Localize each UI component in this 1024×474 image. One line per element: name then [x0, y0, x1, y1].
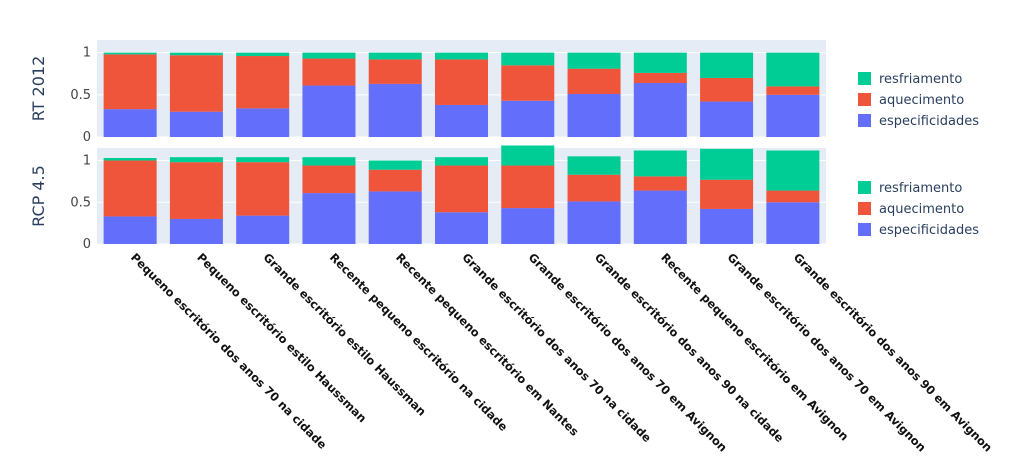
legend-swatch-aquecimento	[858, 202, 871, 215]
bar-resfriamento	[766, 52, 820, 87]
bar-especificidades	[302, 193, 356, 244]
bar-aquecimento	[567, 68, 621, 94]
bar-especificidades	[766, 94, 820, 137]
bar-aquecimento	[700, 77, 754, 102]
bar-aquecimento	[169, 55, 223, 112]
legend-label: aquecimento	[879, 202, 964, 217]
bar-aquecimento	[302, 165, 356, 194]
bar-aquecimento	[567, 174, 621, 202]
bar-resfriamento	[103, 158, 157, 161]
legend-label: especificidades	[879, 114, 979, 129]
bar-resfriamento	[302, 52, 356, 59]
bar-aquecimento	[236, 56, 290, 109]
bar-aquecimento	[368, 59, 422, 84]
bar-especificidades	[501, 100, 555, 137]
y-tick-label: 1	[83, 154, 91, 169]
bar-aquecimento	[501, 65, 555, 101]
y-tick-label: 0	[83, 130, 91, 145]
panel-0: 0 0.5 1 RT 2012 resfriamento aquecimento espec…	[29, 40, 979, 145]
bar-especificidades	[368, 83, 422, 137]
bar-resfriamento	[434, 157, 489, 166]
legend-label: especificidades	[879, 223, 979, 238]
bar-resfriamento	[700, 148, 754, 180]
legend-swatch-resfriamento	[858, 72, 871, 85]
bar-especificidades	[368, 191, 422, 244]
legend-label: aquecimento	[879, 93, 964, 108]
bar-aquecimento	[633, 176, 687, 191]
bar-especificidades	[236, 215, 290, 244]
y-tick-label: 1	[83, 46, 91, 61]
bar-resfriamento	[567, 52, 621, 69]
bar-especificidades	[302, 85, 356, 137]
bar-resfriamento	[103, 52, 157, 55]
bar-aquecimento	[368, 169, 422, 192]
bar-especificidades	[567, 93, 621, 137]
bar-especificidades	[633, 83, 687, 137]
bar-aquecimento	[103, 160, 157, 217]
bar-especificidades	[633, 190, 687, 244]
bar-aquecimento	[434, 59, 489, 105]
bar-resfriamento	[169, 157, 223, 163]
bar-resfriamento	[368, 52, 422, 60]
bar-aquecimento	[103, 54, 157, 110]
bar-resfriamento	[501, 52, 555, 66]
bar-aquecimento	[766, 190, 820, 203]
bar-aquecimento	[302, 58, 356, 86]
bar-aquecimento	[434, 165, 489, 213]
legend-swatch-especificidades	[858, 223, 871, 236]
bar-especificidades	[700, 208, 754, 244]
legend-swatch-especificidades	[858, 114, 871, 127]
y-tick-label: 0.5	[70, 195, 91, 210]
bar-especificidades	[766, 202, 820, 244]
bar-resfriamento	[633, 52, 687, 73]
bar-especificidades	[236, 108, 290, 137]
bar-especificidades	[501, 208, 555, 244]
bar-aquecimento	[766, 86, 820, 95]
row-label: RCP 4.5	[29, 165, 48, 227]
bar-resfriamento	[236, 52, 290, 57]
bar-aquecimento	[169, 162, 223, 219]
y-tick-label: 0	[83, 237, 91, 252]
bar-resfriamento	[766, 150, 820, 191]
bar-resfriamento	[302, 157, 356, 166]
bar-resfriamento	[567, 156, 621, 175]
bar-aquecimento	[700, 179, 754, 209]
bar-resfriamento	[368, 160, 422, 170]
y-tick-label: 0.5	[70, 88, 91, 103]
bar-resfriamento	[236, 157, 290, 163]
bar-especificidades	[103, 216, 157, 244]
bar-especificidades	[169, 111, 223, 137]
bar-aquecimento	[633, 72, 687, 84]
bar-aquecimento	[501, 165, 555, 209]
bar-especificidades	[700, 101, 754, 137]
bar-especificidades	[103, 109, 157, 137]
bar-aquecimento	[236, 162, 290, 216]
bar-especificidades	[169, 218, 223, 244]
bar-resfriamento	[633, 150, 687, 177]
bar-resfriamento	[700, 52, 754, 78]
bar-especificidades	[434, 212, 489, 244]
bar-resfriamento	[169, 52, 223, 56]
bar-resfriamento	[434, 52, 489, 60]
bar-especificidades	[434, 104, 489, 137]
legend-label: resfriamento	[879, 181, 962, 196]
bar-resfriamento	[501, 145, 555, 166]
bar-especificidades	[567, 201, 621, 244]
legend-swatch-aquecimento	[858, 93, 871, 106]
row-label: RT 2012	[29, 56, 48, 122]
legend-label: resfriamento	[879, 72, 962, 87]
panel-1: 0 0.5 1 RCP 4.5 resfriamento aquecimento espec…	[29, 145, 979, 252]
legend-swatch-resfriamento	[858, 181, 871, 194]
